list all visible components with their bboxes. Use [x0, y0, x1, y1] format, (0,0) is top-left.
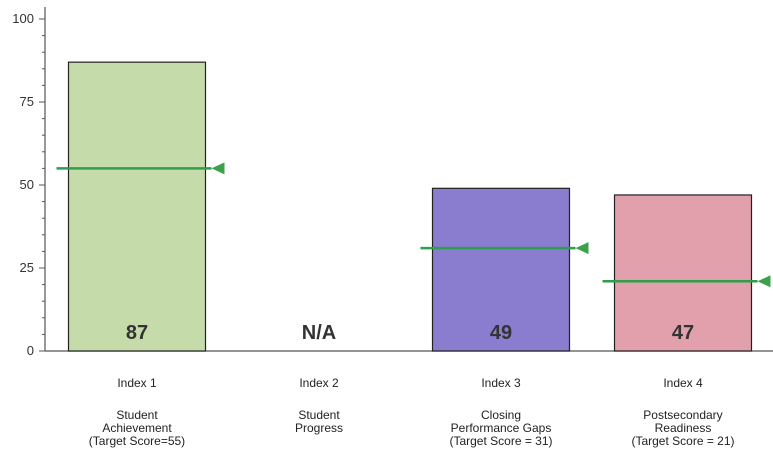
category-index-label: Index 2 [299, 376, 339, 390]
category-index-label: Index 3 [481, 376, 521, 390]
target-marker [757, 275, 771, 288]
y-tick-label: 50 [20, 177, 34, 192]
category-description-line: Postsecondary [643, 408, 722, 422]
target-lines [56, 162, 771, 288]
category-description-line: Closing [481, 408, 521, 422]
category-description-line: Student [298, 408, 340, 422]
bar [613, 194, 753, 352]
category-description-line: Student [116, 408, 158, 422]
category-description-line: Performance Gaps [451, 421, 552, 435]
category-description-line: Progress [295, 421, 343, 435]
y-tick-label: 0 [27, 343, 34, 358]
bar-value-label: N/A [302, 322, 336, 344]
category-description-line: (Target Score = 21) [631, 434, 734, 448]
category-description-line: Achievement [102, 421, 172, 435]
category-description-line: (Target Score=55) [89, 434, 185, 448]
y-tick-label: 100 [12, 11, 34, 26]
target-marker [575, 242, 589, 255]
bar-value-label: 47 [672, 322, 694, 344]
bar-value-label: 49 [490, 322, 512, 344]
category-index-label: Index 4 [663, 376, 703, 390]
y-tick-label: 75 [20, 94, 34, 109]
bars: 87 N/A 49 47 [67, 61, 753, 352]
y-tick-label: 25 [20, 260, 34, 275]
category-index-label: Index 1 [117, 376, 157, 390]
category-description-line: (Target Score = 31) [449, 434, 552, 448]
target-marker [211, 162, 225, 175]
category-description-line: Readiness [655, 421, 712, 435]
bar [431, 187, 571, 352]
bar [67, 61, 207, 352]
bar-value-label: 87 [126, 322, 148, 344]
